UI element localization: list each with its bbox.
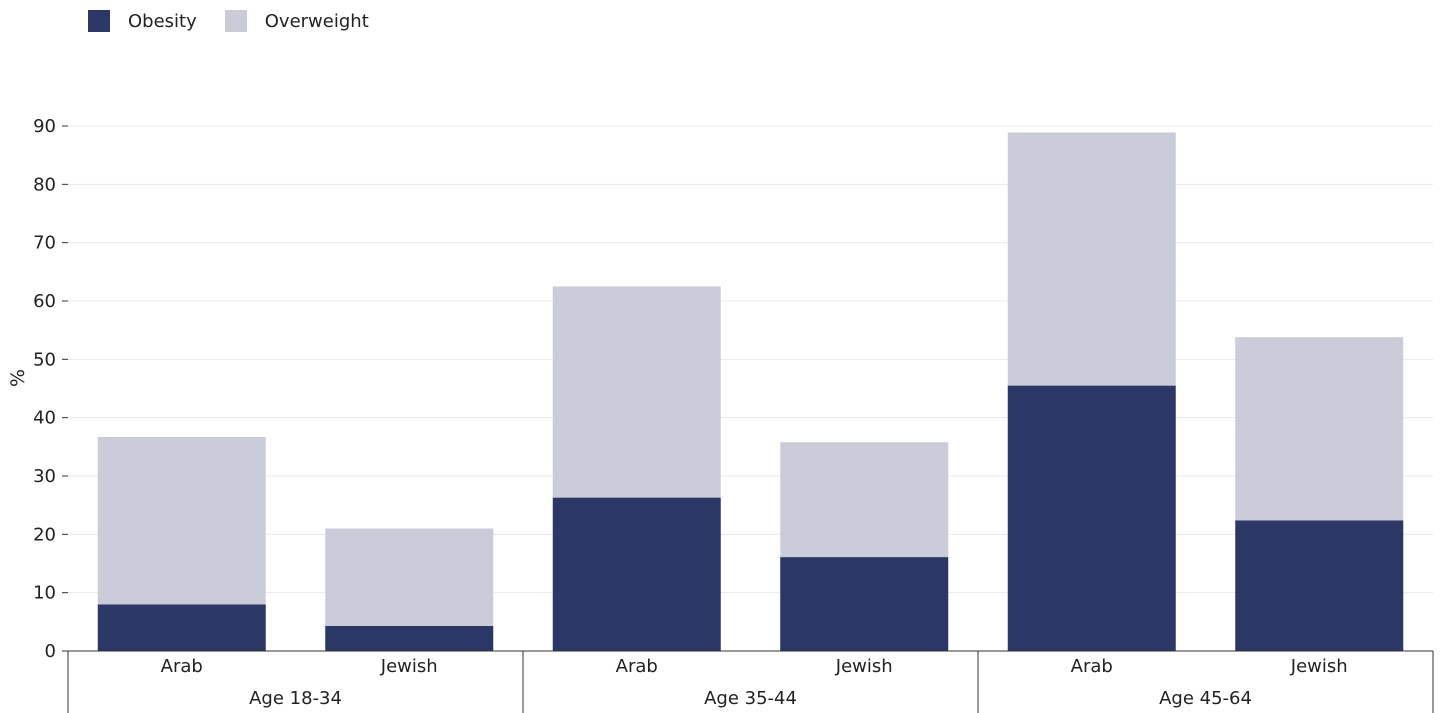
x-category-label-0: Arab xyxy=(161,656,203,677)
bar-overweight-1[interactable] xyxy=(325,528,494,626)
x-category-label-3: Jewish xyxy=(835,656,893,677)
y-tick-label-40: 40 xyxy=(33,408,56,429)
y-tick-label-90: 90 xyxy=(33,116,56,137)
bar-obesity-5[interactable] xyxy=(1235,520,1404,651)
legend-swatch-overweight xyxy=(224,10,247,32)
x-category-label-2: Arab xyxy=(616,656,658,677)
bar-overweight-3[interactable] xyxy=(780,442,949,558)
y-tick-label-20: 20 xyxy=(33,524,56,545)
x-category-label-5: Jewish xyxy=(1290,656,1348,677)
bar-obesity-4[interactable] xyxy=(1007,385,1176,651)
bar-layer xyxy=(97,132,1404,651)
axis-layer: 0 10 20 30 40 50 60 70 80 90 Arab Jewish Arab Jewish A… xyxy=(33,116,1434,713)
x-group-label-2: Age 45-64 xyxy=(1159,688,1252,709)
bar-overweight-4[interactable] xyxy=(1007,132,1176,386)
x-category-label-4: Arab xyxy=(1071,656,1113,677)
legend-swatch-obesity xyxy=(88,10,110,32)
legend-item-overweight[interactable]: Overweight xyxy=(224,10,369,32)
grid-layer xyxy=(68,125,1433,594)
y-tick-label-30: 30 xyxy=(33,466,56,487)
y-tick-label-0: 0 xyxy=(45,641,56,662)
y-tick-label-50: 50 xyxy=(33,349,56,370)
legend-label-obesity: Obesity xyxy=(128,10,197,32)
legend-label-overweight: Overweight xyxy=(264,10,369,32)
y-axis-label: % xyxy=(7,369,29,387)
x-group-label-0: Age 18-34 xyxy=(249,688,342,709)
bar-overweight-5[interactable] xyxy=(1235,337,1404,521)
bar-obesity-3[interactable] xyxy=(780,557,949,651)
bar-overweight-2[interactable] xyxy=(552,286,721,498)
x-group-label-1: Age 35-44 xyxy=(704,688,797,709)
bar-obesity-1[interactable] xyxy=(325,625,494,651)
legend: Obesity Overweight xyxy=(88,10,369,32)
y-tick-label-80: 80 xyxy=(33,174,56,195)
y-tick-label-60: 60 xyxy=(33,291,56,312)
bar-overweight-0[interactable] xyxy=(97,436,266,605)
y-tick-label-70: 70 xyxy=(33,233,56,254)
bar-obesity-2[interactable] xyxy=(552,497,721,651)
y-tick-label-10: 10 xyxy=(33,583,56,604)
legend-item-obesity[interactable]: Obesity xyxy=(88,10,197,32)
x-category-label-1: Jewish xyxy=(380,656,438,677)
bar-obesity-0[interactable] xyxy=(97,604,266,651)
